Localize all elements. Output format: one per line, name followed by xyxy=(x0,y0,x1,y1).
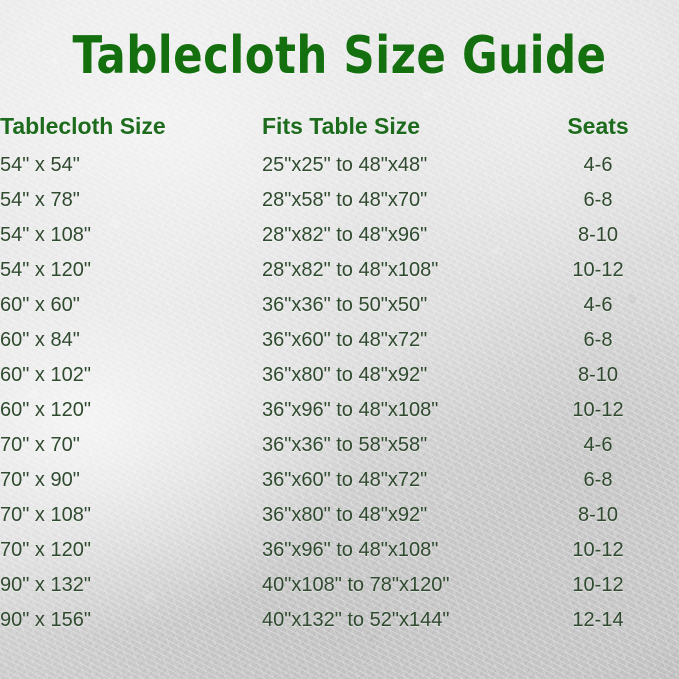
cell-seats: 4-6 xyxy=(583,434,613,456)
column-header-fits-table-size: Fits Table Size xyxy=(262,112,421,139)
table-row: 54" x 120" 28"x82" to 48"x108" 10-12 xyxy=(0,253,679,288)
cell-tablecloth-size: 70" x 108" xyxy=(0,504,91,526)
cell-tablecloth-size: 90" x 156" xyxy=(0,609,91,631)
table-row: 54" x 108" 28"x82" to 48"x96" 8-10 xyxy=(0,218,679,253)
cell-fits-table-size: 36"x36" to 58"x58" xyxy=(262,434,428,456)
table-row: 90" x 132" 40"x108" to 78"x120" 10-12 xyxy=(0,568,679,603)
cell-tablecloth-size: 90" x 132" xyxy=(0,574,91,596)
cell-tablecloth-size: 60" x 120" xyxy=(0,399,91,421)
cell-fits-table-size: 25"x25" to 48"x48" xyxy=(262,154,428,176)
cell-tablecloth-size: 70" x 120" xyxy=(0,539,91,561)
cell-tablecloth-size: 70" x 70" xyxy=(0,434,80,456)
cell-seats: 12-14 xyxy=(572,609,624,631)
cell-fits-table-size: 28"x58" to 48"x70" xyxy=(262,189,428,211)
cell-seats: 10-12 xyxy=(572,574,624,596)
cell-fits-table-size: 28"x82" to 48"x96" xyxy=(262,224,428,246)
table-body: 54" x 54" 25"x25" to 48"x48" 4-6 54" x 78" 2… xyxy=(0,148,679,638)
cell-seats: 10-12 xyxy=(572,259,624,281)
table-row: 70" x 108" 36"x80" to 48"x92" 8-10 xyxy=(0,498,679,533)
cell-tablecloth-size: 60" x 84" xyxy=(0,329,80,351)
cell-seats: 10-12 xyxy=(572,539,624,561)
cell-seats: 8-10 xyxy=(577,364,619,386)
table-row: 54" x 78" 28"x58" to 48"x70" 6-8 xyxy=(0,183,679,218)
cell-fits-table-size: 36"x80" to 48"x92" xyxy=(262,364,428,386)
cell-tablecloth-size: 70" x 90" xyxy=(0,469,80,491)
column-header-seats: Seats xyxy=(567,112,629,139)
cell-fits-table-size: 36"x96" to 48"x108" xyxy=(262,539,439,561)
cell-seats: 4-6 xyxy=(583,294,613,316)
cell-seats: 6-8 xyxy=(583,469,613,491)
cell-tablecloth-size: 54" x 78" xyxy=(0,189,80,211)
table-row: 60" x 102" 36"x80" to 48"x92" 8-10 xyxy=(0,358,679,393)
cell-tablecloth-size: 60" x 60" xyxy=(0,294,80,316)
cell-fits-table-size: 28"x82" to 48"x108" xyxy=(262,259,439,281)
cell-tablecloth-size: 54" x 120" xyxy=(0,259,91,281)
table-row: 60" x 120" 36"x96" to 48"x108" 10-12 xyxy=(0,393,679,428)
table-row: 70" x 70" 36"x36" to 58"x58" 4-6 xyxy=(0,428,679,463)
table-header-row: Tablecloth Size Fits Table Size Seats xyxy=(0,104,679,148)
cell-fits-table-size: 36"x60" to 48"x72" xyxy=(262,469,428,491)
table-row: 60" x 60" 36"x36" to 50"x50" 4-6 xyxy=(0,288,679,323)
tablecloth-size-table: Tablecloth Size Fits Table Size Seats 54… xyxy=(0,104,679,638)
cell-tablecloth-size: 60" x 102" xyxy=(0,364,91,386)
cell-seats: 10-12 xyxy=(572,399,624,421)
cell-seats: 6-8 xyxy=(583,189,613,211)
table-row: 54" x 54" 25"x25" to 48"x48" 4-6 xyxy=(0,148,679,183)
cell-fits-table-size: 36"x96" to 48"x108" xyxy=(262,399,439,421)
cell-tablecloth-size: 54" x 108" xyxy=(0,224,91,246)
table-row: 70" x 90" 36"x60" to 48"x72" 6-8 xyxy=(0,463,679,498)
cell-fits-table-size: 36"x80" to 48"x92" xyxy=(262,504,428,526)
cell-fits-table-size: 40"x132" to 52"x144" xyxy=(262,609,450,631)
cell-seats: 6-8 xyxy=(583,329,613,351)
column-header-tablecloth-size: Tablecloth Size xyxy=(0,112,166,139)
cell-seats: 8-10 xyxy=(577,224,619,246)
table-row: 90" x 156" 40"x132" to 52"x144" 12-14 xyxy=(0,603,679,638)
cell-tablecloth-size: 54" x 54" xyxy=(0,154,80,176)
cell-seats: 4-6 xyxy=(583,154,613,176)
cell-fits-table-size: 40"x108" to 78"x120" xyxy=(262,574,450,596)
table-row: 60" x 84" 36"x60" to 48"x72" 6-8 xyxy=(0,323,679,358)
cell-fits-table-size: 36"x36" to 50"x50" xyxy=(262,294,428,316)
table-header: Tablecloth Size Fits Table Size Seats xyxy=(0,104,679,148)
page-title: Tablecloth Size Guide xyxy=(72,26,607,86)
table-row: 70" x 120" 36"x96" to 48"x108" 10-12 xyxy=(0,533,679,568)
cell-fits-table-size: 36"x60" to 48"x72" xyxy=(262,329,428,351)
cell-seats: 8-10 xyxy=(577,504,619,526)
